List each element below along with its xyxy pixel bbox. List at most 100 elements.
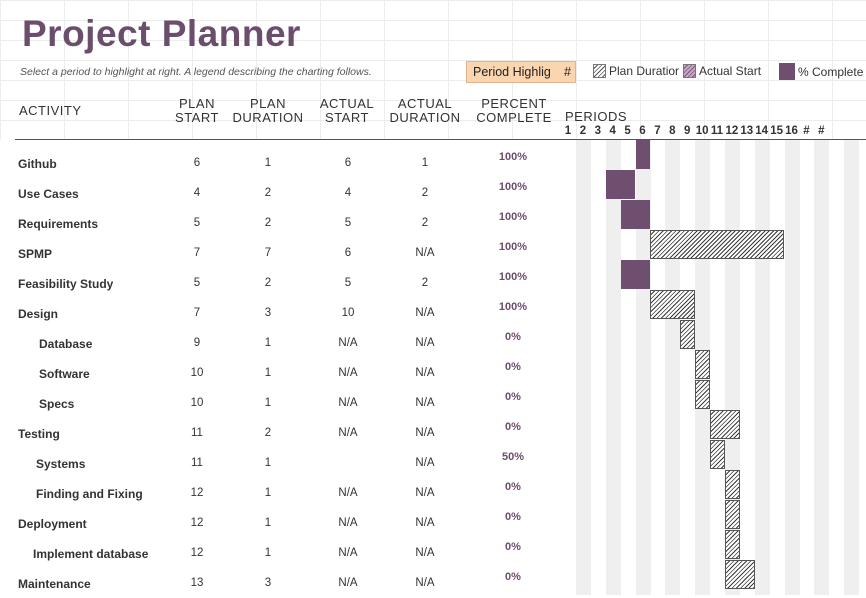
actual-start-value[interactable]: 6 (344, 157, 352, 169)
percent-complete-value[interactable]: 100% (498, 151, 528, 163)
activity-name[interactable]: Specs (39, 397, 75, 411)
activity-name[interactable]: Design (18, 307, 59, 321)
percent-complete-value[interactable]: 100% (498, 241, 528, 253)
plan-duration-value[interactable]: 1 (264, 457, 272, 469)
period-number[interactable]: 7 (654, 125, 661, 137)
period-number[interactable]: 10 (695, 125, 709, 137)
period-number[interactable]: 2 (579, 125, 587, 137)
plan-start-value[interactable]: 7 (193, 307, 201, 319)
actual-duration-value[interactable]: N/A (415, 457, 435, 469)
period-number[interactable]: # (803, 125, 810, 137)
plan-duration-value[interactable]: 2 (264, 187, 272, 199)
activity-name[interactable]: Use Cases (18, 187, 79, 201)
plan-start-value[interactable]: 11 (191, 457, 203, 469)
period-number[interactable]: 12 (725, 125, 739, 137)
actual-duration-value[interactable]: 1 (421, 157, 429, 169)
activity-name[interactable]: Systems (36, 457, 86, 471)
percent-complete-value[interactable]: 0% (505, 481, 521, 493)
activity-name[interactable]: Testing (18, 427, 60, 441)
percent-complete-value[interactable]: 0% (505, 391, 521, 403)
period-number[interactable]: 11 (710, 125, 724, 137)
percent-complete-value[interactable]: 100% (498, 301, 528, 313)
activity-name[interactable]: SPMP (18, 247, 53, 261)
percent-complete-value[interactable]: 100% (498, 271, 528, 283)
plan-start-value[interactable]: 12 (190, 547, 204, 559)
plan-start-value[interactable]: 7 (193, 247, 201, 259)
actual-start-value[interactable]: N/A (338, 337, 358, 349)
activity-name[interactable]: Finding and Fixing (36, 487, 143, 501)
actual-duration-value[interactable]: N/A (415, 397, 435, 409)
actual-duration-value[interactable]: N/A (415, 247, 435, 259)
activity-name[interactable]: Deployment (18, 517, 87, 531)
percent-complete-value[interactable]: 0% (505, 331, 521, 343)
plan-duration-value[interactable]: 1 (264, 397, 272, 409)
actual-duration-value[interactable]: N/A (415, 307, 435, 319)
actual-start-value[interactable]: N/A (338, 427, 358, 439)
actual-duration-value[interactable]: N/A (415, 337, 435, 349)
plan-start-value[interactable]: 10 (190, 397, 204, 409)
plan-start-value[interactable]: 10 (190, 367, 204, 379)
activity-name[interactable]: Feasibility Study (18, 277, 114, 291)
plan-duration-value[interactable]: 1 (264, 157, 272, 169)
activity-name[interactable]: Requirements (18, 217, 99, 231)
plan-duration-value[interactable]: 2 (264, 427, 272, 439)
plan-duration-value[interactable]: 3 (264, 577, 272, 589)
period-number[interactable]: 3 (594, 125, 601, 137)
plan-duration-value[interactable]: 7 (264, 247, 272, 259)
actual-duration-value[interactable]: N/A (415, 547, 435, 559)
period-number[interactable]: 5 (624, 125, 631, 137)
period-highlight-input[interactable]: Period Highlig # (466, 61, 576, 83)
plan-start-value[interactable]: 5 (193, 277, 201, 289)
plan-start-value[interactable]: 4 (193, 187, 201, 199)
activity-name[interactable]: Database (39, 337, 93, 351)
actual-duration-value[interactable]: N/A (415, 367, 435, 379)
plan-duration-value[interactable]: 3 (264, 307, 272, 319)
actual-start-value[interactable]: N/A (338, 577, 358, 589)
actual-start-value[interactable]: 6 (344, 247, 352, 259)
actual-start-value[interactable]: 10 (341, 307, 355, 319)
percent-complete-value[interactable]: 0% (505, 571, 521, 583)
activity-name[interactable]: Github (18, 157, 57, 171)
activity-name[interactable]: Implement database (33, 547, 149, 561)
actual-duration-value[interactable]: N/A (415, 577, 435, 589)
actual-duration-value[interactable]: 2 (421, 277, 429, 289)
period-number[interactable]: 1 (564, 125, 572, 137)
period-number[interactable]: 13 (740, 125, 754, 137)
plan-start-value[interactable]: 13 (190, 577, 204, 589)
period-number[interactable]: 8 (669, 125, 676, 137)
percent-complete-value[interactable]: 50% (501, 451, 525, 463)
plan-duration-value[interactable]: 2 (264, 217, 272, 229)
percent-complete-value[interactable]: 0% (505, 421, 521, 433)
plan-duration-value[interactable]: 1 (264, 367, 272, 379)
period-number[interactable]: 4 (609, 125, 616, 137)
plan-duration-value[interactable]: 1 (264, 517, 272, 529)
actual-start-value[interactable]: 5 (344, 277, 352, 289)
plan-start-value[interactable]: 11 (191, 427, 203, 439)
plan-duration-value[interactable]: 1 (264, 337, 272, 349)
activity-name[interactable]: Software (39, 367, 90, 381)
period-number[interactable]: 6 (639, 125, 646, 137)
period-number[interactable]: 14 (755, 125, 769, 137)
percent-complete-value[interactable]: 100% (498, 211, 528, 223)
plan-duration-value[interactable]: 1 (264, 487, 272, 499)
plan-start-value[interactable]: 9 (193, 337, 201, 349)
actual-start-value[interactable]: N/A (338, 367, 358, 379)
plan-start-value[interactable]: 12 (190, 487, 204, 499)
plan-start-value[interactable]: 12 (190, 517, 204, 529)
percent-complete-value[interactable]: 0% (505, 541, 521, 553)
percent-complete-value[interactable]: 0% (505, 511, 521, 523)
activity-name[interactable]: Maintenance (18, 577, 91, 591)
actual-duration-value[interactable]: N/A (415, 487, 435, 499)
actual-start-value[interactable]: N/A (338, 487, 358, 499)
actual-start-value[interactable]: 5 (344, 217, 352, 229)
plan-start-value[interactable]: 5 (193, 217, 201, 229)
period-number[interactable]: # (818, 125, 825, 137)
actual-start-value[interactable]: N/A (338, 547, 358, 559)
percent-complete-value[interactable]: 100% (498, 181, 528, 193)
plan-duration-value[interactable]: 2 (264, 277, 272, 289)
actual-duration-value[interactable]: 2 (421, 217, 429, 229)
period-number[interactable]: 9 (683, 125, 691, 137)
plan-duration-value[interactable]: 1 (264, 547, 272, 559)
percent-complete-value[interactable]: 0% (505, 361, 521, 373)
actual-duration-value[interactable]: 2 (421, 187, 429, 199)
